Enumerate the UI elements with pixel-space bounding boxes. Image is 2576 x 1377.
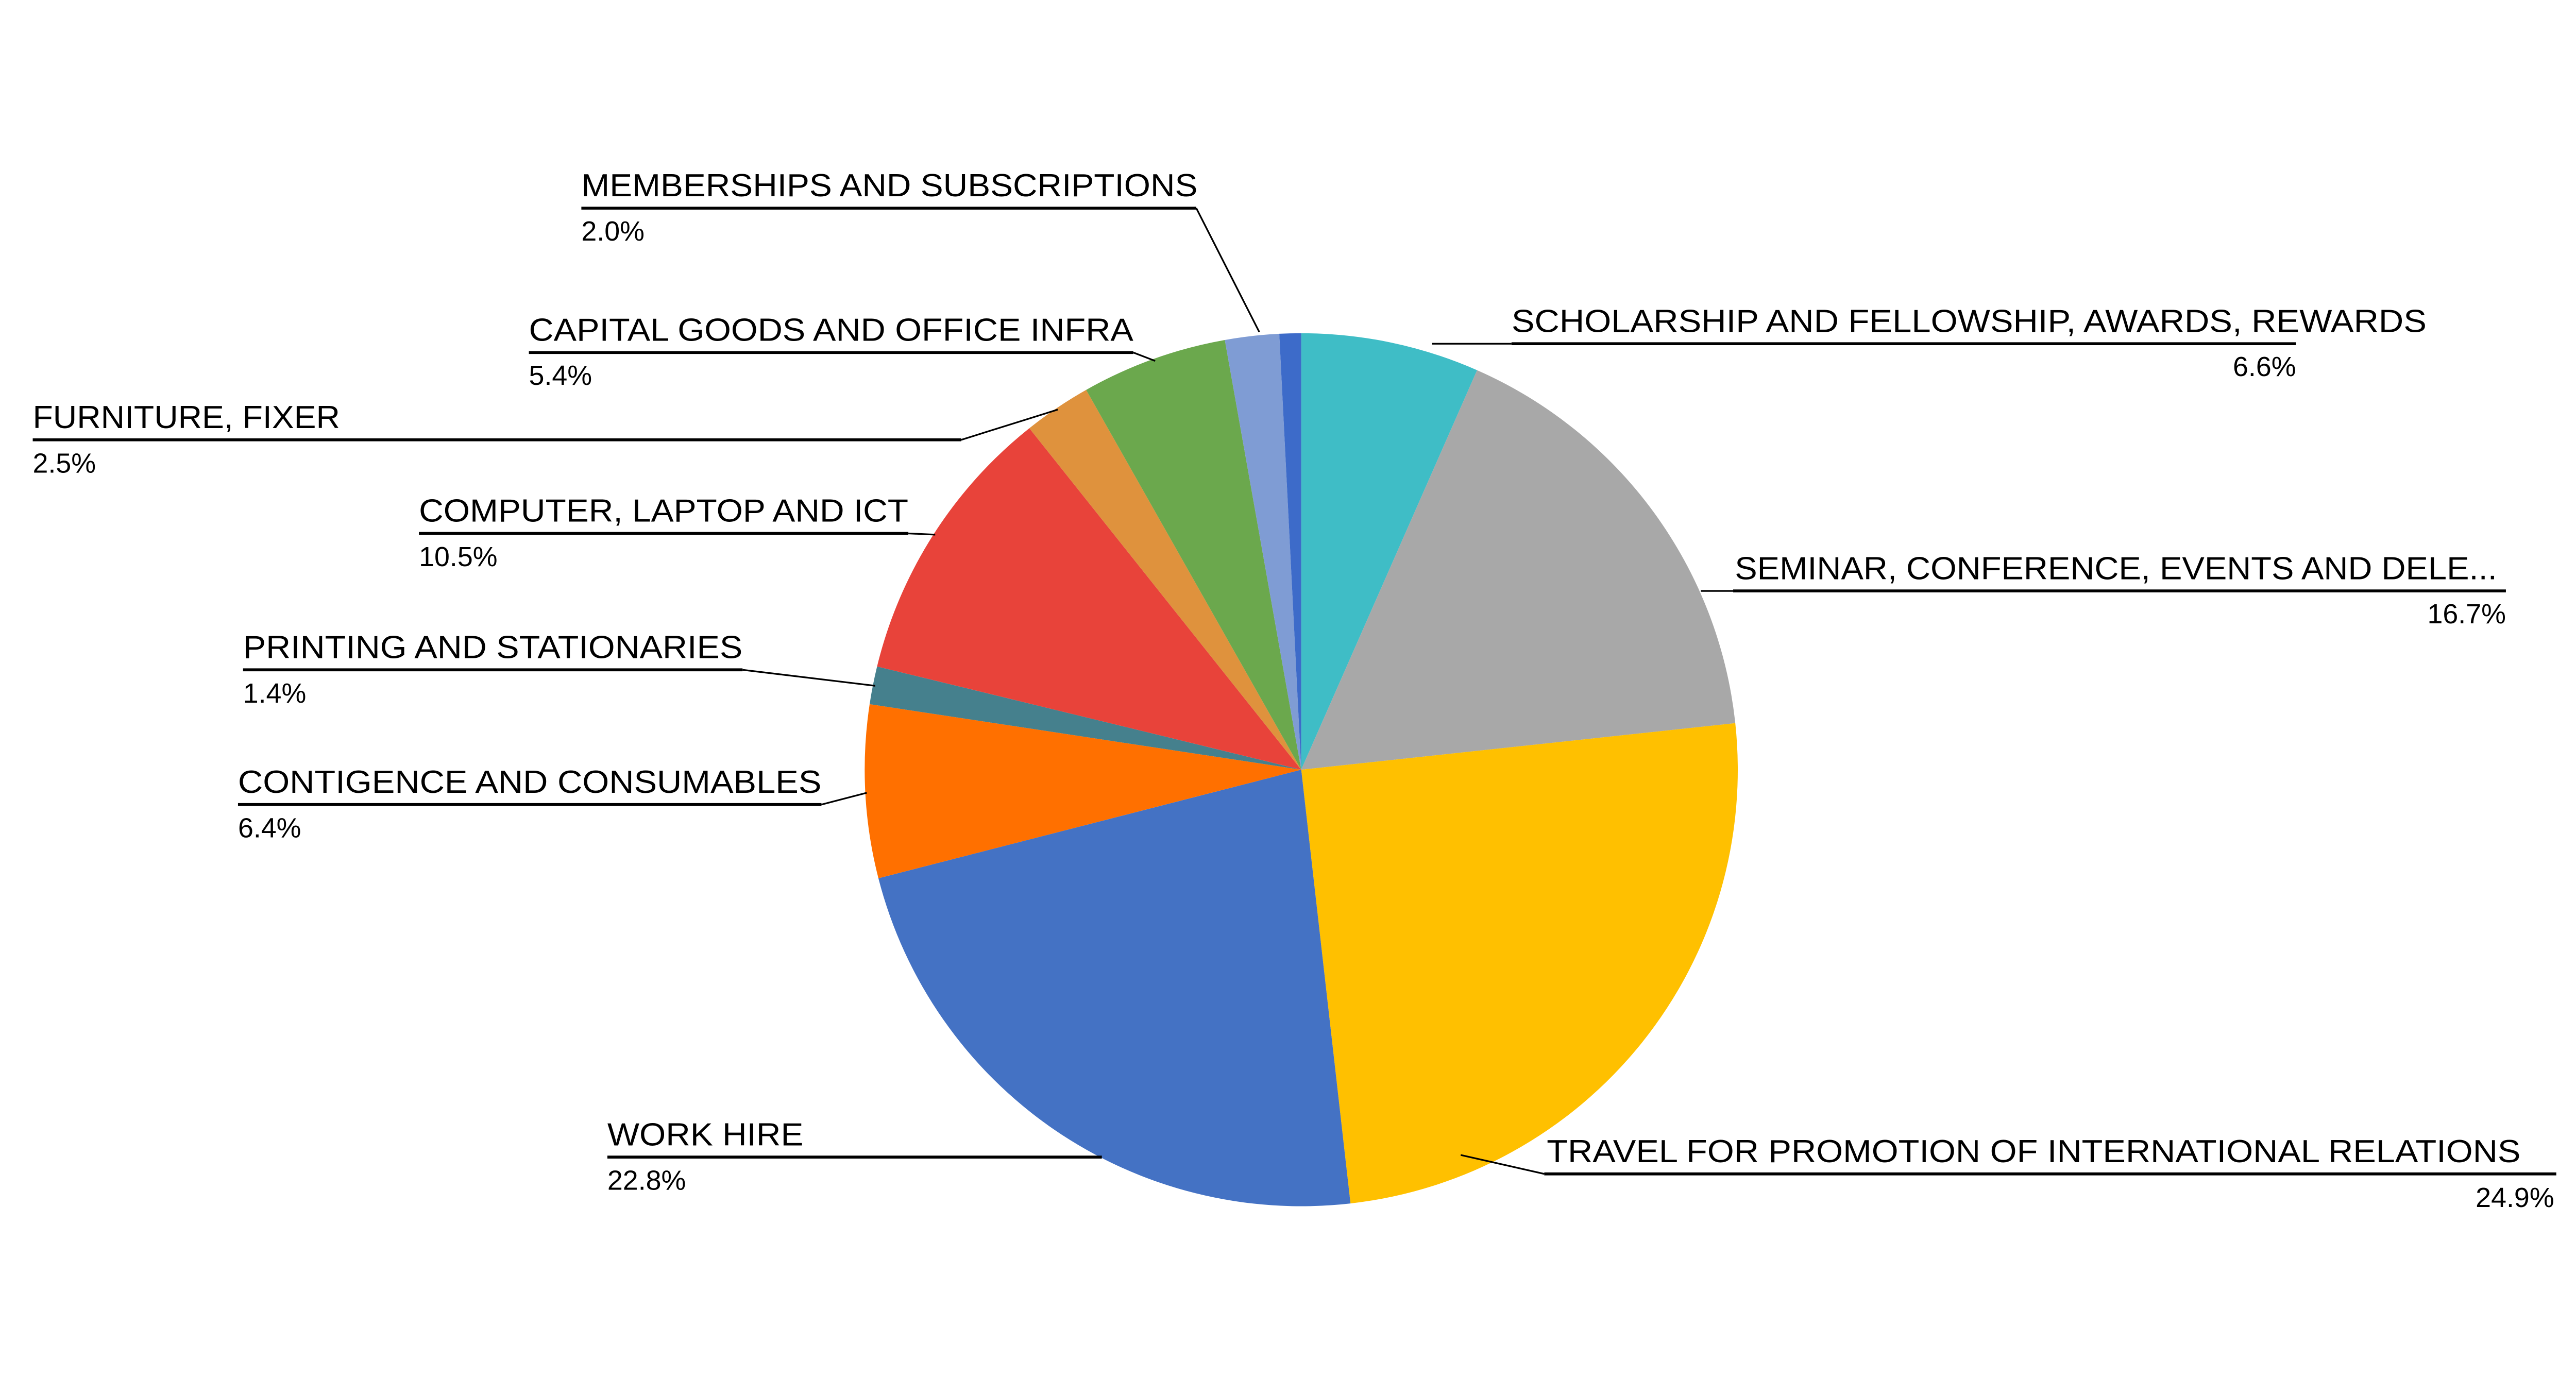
slice-callout: FURNITURE, FIXER 2.5% xyxy=(32,400,1058,479)
percent-label: 22.8% xyxy=(607,1165,686,1196)
leader-line xyxy=(742,669,875,687)
pie-slice-3 xyxy=(878,770,1351,1206)
pie-slice-8 xyxy=(1086,339,1301,770)
pie-slices-group xyxy=(865,333,1738,1206)
slice-callout: COMPUTER, LAPTOP AND ICT 10.5% xyxy=(419,494,936,572)
percent-label: 5.4% xyxy=(529,360,592,391)
percent-label: 2.5% xyxy=(33,448,96,479)
slice-callout: WORK HIRE 22.8% xyxy=(607,1117,1102,1196)
leader-line xyxy=(1195,208,1260,333)
category-label: PRINTING AND STATIONARIES xyxy=(243,630,743,665)
leader-line xyxy=(821,792,867,806)
pie-slice-9 xyxy=(1225,333,1301,770)
percent-label: 6.4% xyxy=(238,812,301,843)
percent-label: 2.0% xyxy=(581,216,645,247)
pie-slice-10 xyxy=(1279,333,1301,770)
percent-label: 1.4% xyxy=(243,678,307,709)
leader-line xyxy=(908,532,936,536)
pie-slice-4 xyxy=(865,704,1301,878)
pie-slice-2 xyxy=(1301,723,1738,1204)
category-label: TRAVEL FOR PROMOTION OF INTERNATIONAL RE… xyxy=(1547,1134,2520,1169)
leader-line xyxy=(1133,351,1156,362)
percent-label: 6.6% xyxy=(2233,351,2296,382)
category-label: CONTIGENCE AND CONSUMABLES xyxy=(238,764,821,800)
pie-slice-5 xyxy=(869,666,1301,770)
pie-slice-6 xyxy=(877,428,1301,770)
slice-callout: CAPITAL GOODS AND OFFICE INFRA 5.4% xyxy=(529,312,1156,391)
slice-callout: PRINTING AND STATIONARIES 1.4% xyxy=(243,630,875,709)
pie-slice-7 xyxy=(1029,389,1301,770)
category-label: COMPUTER, LAPTOP AND ICT xyxy=(419,494,908,529)
slice-callout: SEMINAR, CONFERENCE, EVENTS AND DELE... 1… xyxy=(1701,551,2506,630)
leader-line xyxy=(961,409,1058,441)
category-label: WORK HIRE xyxy=(607,1117,803,1152)
pie-slice-0 xyxy=(1301,333,1478,770)
slice-callout: TRAVEL FOR PROMOTION OF INTERNATIONAL RE… xyxy=(1460,1134,2556,1213)
percent-label: 16.7% xyxy=(2427,599,2505,630)
category-label: CAPITAL GOODS AND OFFICE INFRA xyxy=(529,312,1134,348)
category-label: SEMINAR, CONFERENCE, EVENTS AND DELE... xyxy=(1735,551,2497,586)
slice-callout: SCHOLARSHIP AND FELLOWSHIP, AWARDS, REWA… xyxy=(1432,303,2427,382)
slice-callout: CONTIGENCE AND CONSUMABLES 6.4% xyxy=(238,764,867,843)
category-label: SCHOLARSHIP AND FELLOWSHIP, AWARDS, REWA… xyxy=(1512,303,2427,339)
slice-callout: MEMBERSHIPS AND SUBSCRIPTIONS 2.0% xyxy=(581,168,1260,333)
category-label: MEMBERSHIPS AND SUBSCRIPTIONS xyxy=(581,168,1197,203)
pie-labels-group: SCHOLARSHIP AND FELLOWSHIP, AWARDS, REWA… xyxy=(32,168,2556,1213)
percent-label: 10.5% xyxy=(419,541,497,572)
percent-label: 24.9% xyxy=(2476,1182,2554,1213)
pie-slice-1 xyxy=(1301,370,1736,770)
category-label: FURNITURE, FIXER xyxy=(33,400,340,435)
leader-line xyxy=(1460,1154,1545,1175)
